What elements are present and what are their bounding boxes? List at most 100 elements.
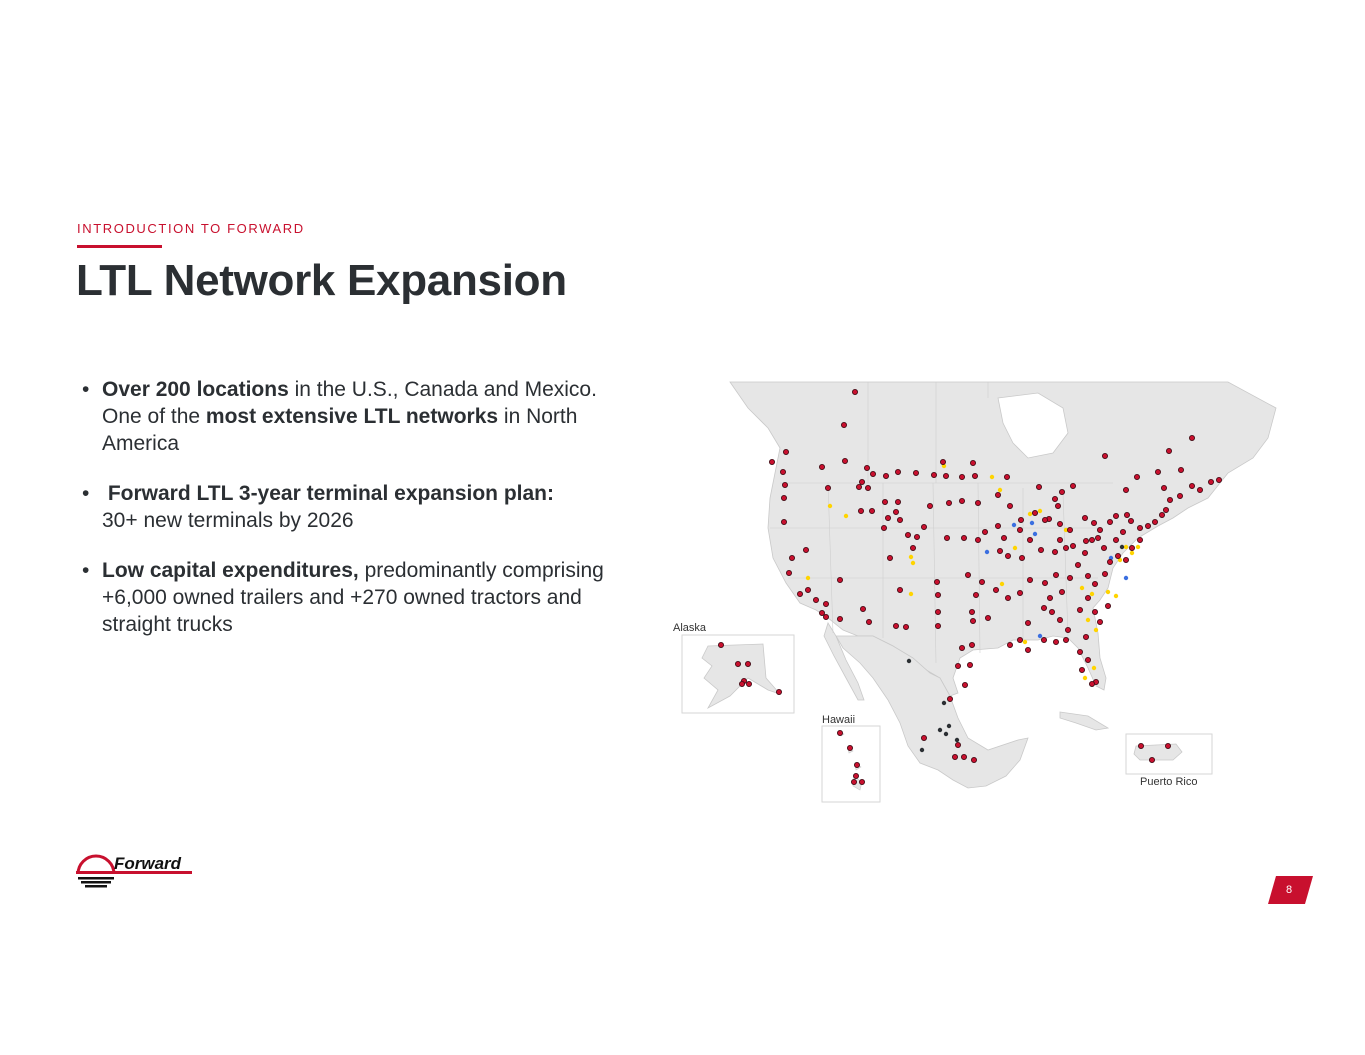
terminal-marker: [818, 464, 825, 471]
terminal-marker: [1096, 526, 1103, 533]
bullet-2-bold: Forward LTL 3-year terminal expansion pl…: [102, 482, 554, 505]
terminal-marker: [786, 569, 793, 576]
terminal-marker: [1165, 448, 1172, 455]
bullet-expansion-plan: Forward LTL 3-year terminal expansion pl…: [80, 480, 640, 534]
terminal-marker: [864, 485, 871, 492]
terminal-marker: [913, 533, 920, 540]
terminal-marker: [1091, 608, 1098, 615]
other-location-marker: [919, 747, 925, 753]
terminal-marker: [865, 618, 872, 625]
terminal-marker: [1041, 516, 1048, 523]
terminal-marker: [1084, 656, 1091, 663]
terminal-marker: [1066, 574, 1073, 581]
terminal-marker: [1069, 542, 1076, 549]
terminal-marker: [1037, 546, 1044, 553]
terminal-marker: [886, 554, 893, 561]
terminal-marker: [1040, 636, 1047, 643]
terminal-marker: [1064, 626, 1071, 633]
terminal-marker: [1000, 534, 1007, 541]
planned-terminal-marker: [1093, 627, 1099, 633]
terminal-marker: [804, 586, 811, 593]
planned-terminal-marker: [1129, 550, 1135, 556]
planned-terminal-marker: [1089, 591, 1095, 597]
terminal-marker: [884, 514, 891, 521]
terminal-marker: [1082, 537, 1089, 544]
terminal-marker: [1076, 606, 1083, 613]
page-title: LTL Network Expansion: [76, 256, 567, 305]
terminal-marker: [1003, 474, 1010, 481]
terminal-marker: [781, 495, 788, 502]
terminal-marker: [1024, 619, 1031, 626]
alaska-inset: Alaska: [673, 622, 795, 714]
terminal-marker: [894, 469, 901, 476]
alaska-label: Alaska: [673, 622, 707, 634]
terminal-marker: [1026, 536, 1033, 543]
terminal-marker: [892, 622, 899, 629]
terminal-marker: [1136, 524, 1143, 531]
terminal-marker: [836, 576, 843, 583]
hudson-bay: [997, 392, 1069, 459]
terminal-marker: [896, 516, 903, 523]
terminal-marker: [776, 688, 783, 695]
terminal-marker: [1078, 666, 1085, 673]
terminal-marker: [1081, 549, 1088, 556]
terminal-marker: [954, 741, 961, 748]
terminal-marker: [1088, 680, 1095, 687]
terminal-marker: [789, 554, 796, 561]
terminal-marker: [946, 695, 953, 702]
terminal-marker: [1040, 604, 1047, 611]
terminal-marker: [869, 471, 876, 478]
other-location-marker: [1119, 544, 1125, 550]
terminal-marker: [971, 473, 978, 480]
terminal-marker: [984, 614, 991, 621]
bullet-1-bold-a: Over 200 locations: [102, 378, 289, 401]
terminal-marker: [969, 460, 976, 467]
terminal-marker: [1031, 509, 1038, 516]
terminal-marker: [1091, 580, 1098, 587]
terminal-marker: [1026, 576, 1033, 583]
terminal-marker: [858, 778, 865, 785]
planned-terminal-marker: [1123, 544, 1129, 550]
terminal-marker: [1151, 518, 1158, 525]
terminal-marker: [783, 449, 790, 456]
terminal-marker: [802, 546, 809, 553]
other-location-marker: [943, 731, 949, 737]
terminal-marker: [902, 623, 909, 630]
terminal-marker: [841, 458, 848, 465]
terminal-marker: [1133, 474, 1140, 481]
terminal-marker: [933, 578, 940, 585]
terminal-marker: [1106, 558, 1113, 565]
terminal-marker: [1088, 536, 1095, 543]
partner-location-marker: [1029, 520, 1035, 526]
other-location-marker: [946, 723, 952, 729]
cuba-land: [1059, 711, 1110, 731]
other-location-marker: [906, 658, 912, 664]
planned-terminal-marker: [1012, 545, 1018, 551]
baja-land: [823, 622, 865, 701]
forward-logo: Forward: [76, 854, 192, 888]
terminal-marker: [1024, 646, 1031, 653]
terminal-marker: [1104, 602, 1111, 609]
terminal-marker: [930, 472, 937, 479]
terminal-marker: [981, 528, 988, 535]
terminal-marker: [850, 778, 857, 785]
planned-terminal-marker: [997, 487, 1003, 493]
terminal-marker: [966, 661, 973, 668]
terminal-marker: [1074, 561, 1081, 568]
terminal-marker: [920, 734, 927, 741]
mexico-land: [835, 635, 1029, 789]
terminal-marker: [969, 617, 976, 624]
planned-terminal-marker: [910, 560, 916, 566]
terminal-marker: [1094, 534, 1101, 541]
planned-terminal-marker: [1082, 675, 1088, 681]
planned-terminal-marker: [1022, 639, 1028, 645]
terminal-marker: [1119, 528, 1126, 535]
terminal-marker: [1122, 556, 1129, 563]
bullet-1-text-a: in the U.S., Canada and Mexico. One of t…: [102, 378, 597, 428]
terminal-marker: [1052, 571, 1059, 578]
terminal-marker: [1051, 548, 1058, 555]
terminal-marker: [855, 484, 862, 491]
terminal-marker: [974, 536, 981, 543]
terminal-marker: [1137, 742, 1144, 749]
terminal-marker: [1006, 641, 1013, 648]
